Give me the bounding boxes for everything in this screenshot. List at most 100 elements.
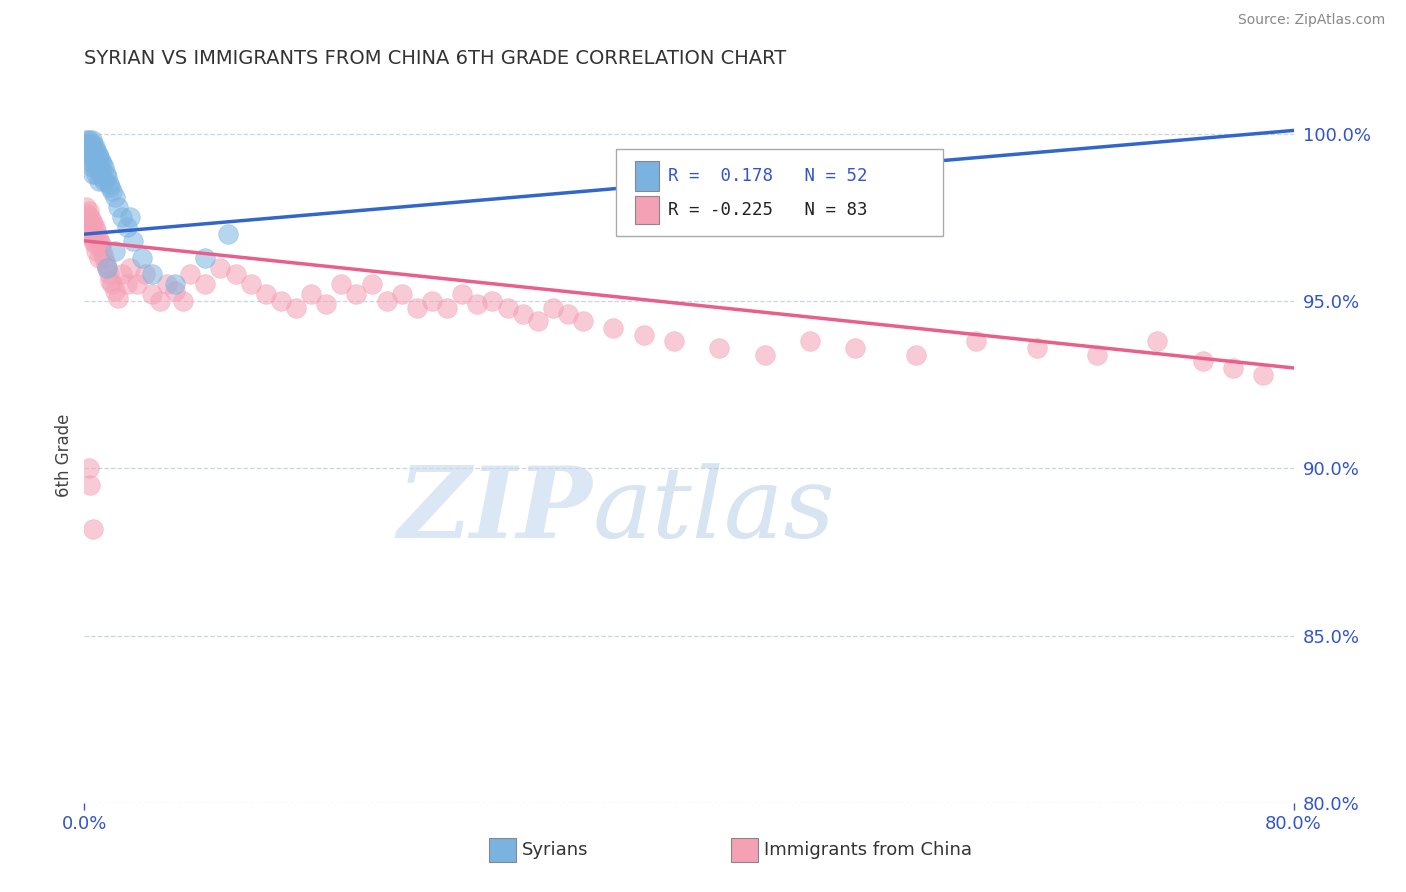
Point (134, 268, 156, 282)
Point (107, 291, 129, 305)
Point (141, 268, 163, 282)
Point (91, 157, 114, 171)
Point (481, 294, 503, 309)
Point (79, 478, 101, 492)
Text: atlas: atlas (592, 463, 835, 558)
Point (104, 244, 127, 258)
Point (1222, 361, 1244, 376)
Point (77, 144, 100, 158)
Point (75, 201, 97, 215)
Point (131, 251, 153, 265)
Text: R = -0.225   N = 83: R = -0.225 N = 83 (668, 201, 868, 219)
Point (93, 251, 115, 265)
Point (80, 230, 103, 244)
Point (82, 522, 104, 536)
Point (217, 227, 239, 242)
Point (75, 134, 97, 148)
Point (115, 220, 138, 235)
FancyBboxPatch shape (489, 838, 516, 862)
Point (86, 144, 108, 158)
FancyBboxPatch shape (616, 149, 943, 235)
Point (572, 314, 595, 328)
Point (91, 244, 114, 258)
Point (451, 287, 474, 301)
Point (467, 297, 489, 311)
Point (100, 184, 122, 198)
Point (87, 230, 110, 244)
Point (285, 301, 308, 315)
Point (76, 140, 98, 154)
Point (84, 237, 107, 252)
Point (84, 161, 107, 175)
Point (89, 150, 111, 164)
Text: R =  0.178   N = 52: R = 0.178 N = 52 (668, 167, 868, 185)
Point (84, 220, 107, 235)
Point (165, 284, 187, 298)
Point (98, 180, 121, 194)
Point (375, 294, 398, 309)
Point (79, 144, 101, 158)
Point (82, 234, 104, 248)
Point (209, 260, 232, 275)
Point (107, 201, 129, 215)
Point (82, 167, 104, 181)
Point (121, 234, 143, 248)
Point (89, 174, 111, 188)
Point (194, 277, 217, 292)
Text: Syrians: Syrians (522, 841, 589, 859)
Point (84, 147, 107, 161)
Point (97, 177, 120, 191)
Point (93, 174, 115, 188)
Point (76, 207, 98, 221)
Point (1253, 368, 1275, 382)
Point (80, 134, 103, 148)
Point (79, 153, 101, 168)
Point (82, 136, 104, 151)
Point (96, 170, 118, 185)
Point (225, 268, 247, 282)
Point (111, 268, 134, 282)
Point (89, 161, 111, 175)
Point (96, 260, 118, 275)
Point (104, 190, 127, 204)
Point (299, 287, 322, 301)
Point (90, 163, 112, 178)
Point (1025, 341, 1047, 355)
Point (77, 203, 100, 218)
Point (436, 301, 458, 315)
Point (111, 211, 134, 225)
Point (541, 301, 564, 315)
Point (420, 294, 443, 309)
Point (89, 234, 111, 248)
Point (104, 284, 127, 298)
FancyBboxPatch shape (634, 161, 659, 191)
Point (90, 237, 112, 252)
Point (80, 147, 103, 161)
Point (77, 150, 100, 164)
Point (141, 287, 163, 301)
Point (709, 341, 731, 355)
Point (1146, 334, 1168, 349)
Point (1192, 354, 1215, 368)
Point (80, 214, 103, 228)
Point (115, 277, 138, 292)
Point (239, 277, 262, 292)
Point (406, 301, 429, 315)
Point (87, 157, 110, 171)
Point (77, 134, 100, 148)
FancyBboxPatch shape (731, 838, 758, 862)
Point (87, 147, 110, 161)
Point (94, 257, 117, 271)
Point (84, 140, 107, 154)
Point (77, 461, 100, 475)
Point (82, 217, 104, 231)
Point (93, 161, 115, 175)
Point (172, 294, 194, 309)
Point (76, 214, 98, 228)
Point (270, 294, 292, 309)
Point (557, 308, 579, 322)
Point (98, 274, 121, 288)
Point (79, 136, 101, 151)
Text: ZIP: ZIP (398, 462, 592, 558)
Text: Source: ZipAtlas.com: Source: ZipAtlas.com (1237, 13, 1385, 28)
